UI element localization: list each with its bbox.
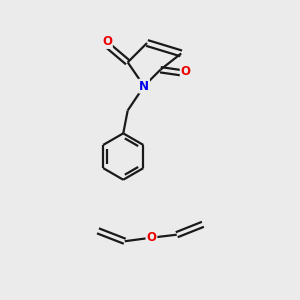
Text: O: O xyxy=(102,35,112,48)
Text: O: O xyxy=(181,65,191,78)
Text: O: O xyxy=(146,231,157,244)
Text: N: N xyxy=(139,80,149,93)
